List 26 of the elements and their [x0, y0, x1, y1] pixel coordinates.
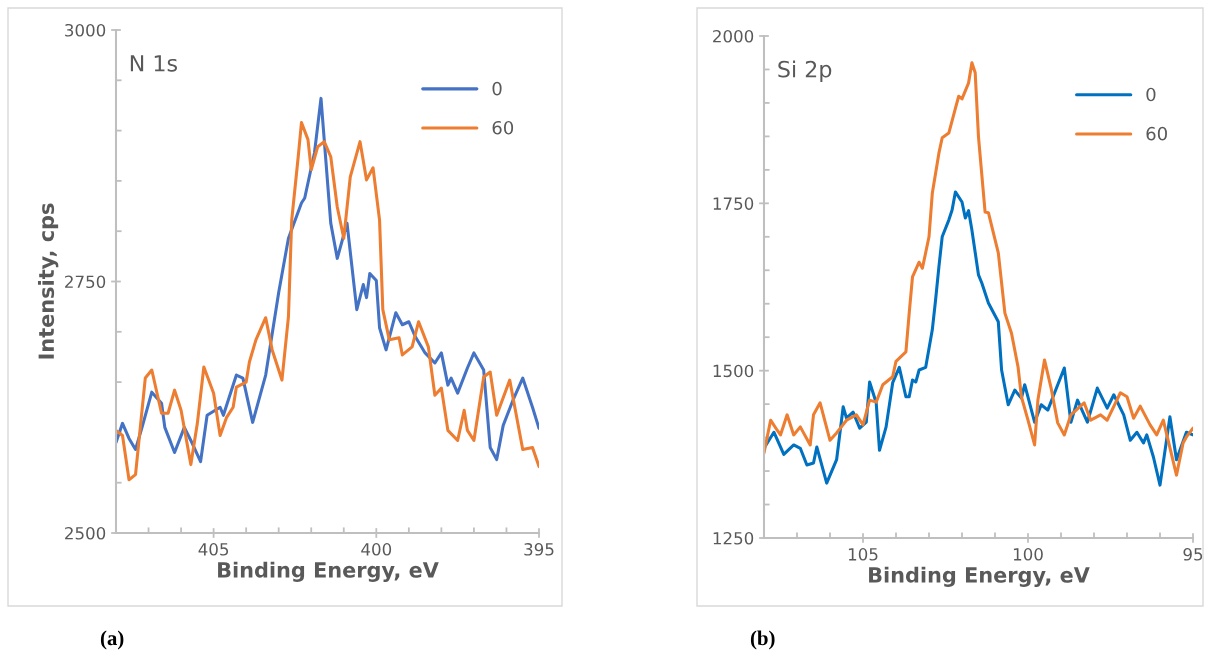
y-tick-label: 2500: [65, 526, 106, 540]
line-series: [764, 190, 1193, 487]
x-tick-label: 400: [361, 543, 392, 556]
x-axis-title: Binding Energy, eV: [218, 561, 439, 582]
x-tick-label: 405: [198, 543, 229, 556]
y-tick-label: 2000: [713, 29, 754, 43]
text: Si 2p: [778, 60, 832, 82]
legend-label: 60: [492, 120, 514, 135]
y-axis-title: Intensity, cps: [37, 203, 59, 359]
legend-label: 0: [1146, 87, 1156, 102]
y-tick-label: 2750: [65, 275, 106, 289]
line-series: [764, 61, 1193, 477]
text: (b): [750, 630, 775, 650]
legend-label: 0: [492, 81, 502, 96]
x-tick-label: 95: [1183, 548, 1203, 561]
x-tick-label: 105: [848, 548, 878, 561]
text: (a): [100, 630, 124, 650]
x-tick-label: 100: [1013, 548, 1043, 561]
y-tick-label: 1250: [713, 531, 754, 545]
y-tick-label: 1750: [713, 197, 754, 210]
x-axis-title: Binding Energy, eV: [869, 566, 1090, 587]
text: N 1s: [130, 55, 178, 72]
y-tick-label: 3000: [65, 23, 106, 37]
y-tick-label: 1500: [713, 364, 754, 378]
legend-label: 60: [1146, 126, 1167, 141]
x-tick-label: 395: [524, 543, 554, 556]
